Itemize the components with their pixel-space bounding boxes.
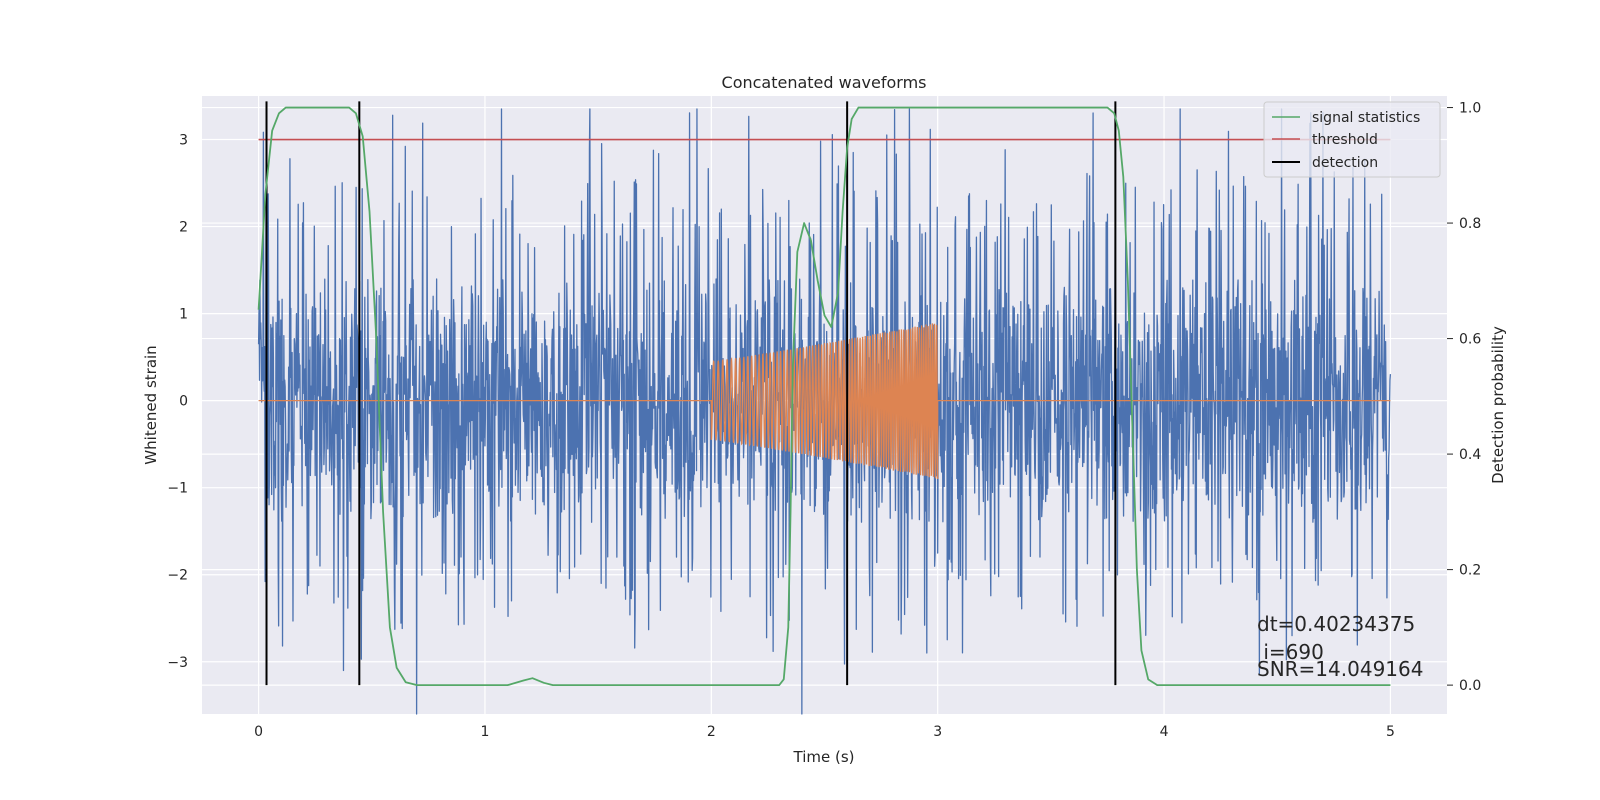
y-axis-ticks: −3 −2 −1 0 1 2 3 xyxy=(167,133,188,671)
series-signal-statistics xyxy=(257,106,1391,687)
y-tick-label: 1 xyxy=(179,307,188,323)
y-axis-label: Whitened strain xyxy=(142,345,160,464)
y-tick-label: −2 xyxy=(167,568,188,584)
series-detection xyxy=(265,101,1117,686)
legend: signal statistics threshold detection xyxy=(1263,101,1441,178)
x-tick-label: 0 xyxy=(254,724,263,740)
x-tick-label: 3 xyxy=(933,724,942,740)
legend-frame xyxy=(1263,101,1441,178)
y-tick-label: 3 xyxy=(179,133,188,149)
noise-line xyxy=(257,108,1392,715)
annotation-dt: dt=0.40234375 xyxy=(1257,612,1415,636)
legend-label-threshold: threshold xyxy=(1312,132,1378,148)
signal-statistics-line xyxy=(257,106,1391,687)
x-tick-label: 2 xyxy=(707,724,716,740)
x-tick-label: 1 xyxy=(480,724,489,740)
legend-label-signal-statistics: signal statistics xyxy=(1312,110,1420,126)
y2-tick-label: 0.0 xyxy=(1459,678,1481,694)
y-tick-label: 2 xyxy=(179,220,188,236)
x-tick-label: 5 xyxy=(1386,724,1395,740)
y-tick-label: −3 xyxy=(167,655,188,671)
y2-tick-label: 1.0 xyxy=(1459,101,1481,117)
annotations: dt=0.40234375 i=690 SNR=14.049164 xyxy=(1257,612,1423,681)
x-tick-label: 4 xyxy=(1160,724,1169,740)
y2-axis-ticks: 0.0 0.2 0.4 0.6 0.8 1.0 xyxy=(1447,101,1481,694)
y2-axis-label: Detection probability xyxy=(1489,326,1507,484)
y2-tick-label: 0.4 xyxy=(1459,447,1481,463)
y2-tick-label: 0.6 xyxy=(1459,332,1481,348)
series-chirp xyxy=(258,323,1391,480)
annotation-snr: SNR=14.049164 xyxy=(1257,657,1423,681)
y-tick-label: 0 xyxy=(179,394,188,410)
y-tick-label: −1 xyxy=(167,481,188,497)
x-axis-ticks: 0 1 2 3 4 5 xyxy=(254,724,1395,740)
chirp-line xyxy=(258,323,1391,480)
chart-title: Concatenated waveforms xyxy=(722,73,927,92)
legend-label-detection: detection xyxy=(1312,155,1378,171)
annotation-i: i=690 xyxy=(1257,640,1324,664)
x-axis-label: Time (s) xyxy=(793,748,855,766)
y2-tick-label: 0.8 xyxy=(1459,216,1481,232)
y2-tick-label: 0.2 xyxy=(1459,563,1481,579)
series-noise xyxy=(257,108,1392,715)
